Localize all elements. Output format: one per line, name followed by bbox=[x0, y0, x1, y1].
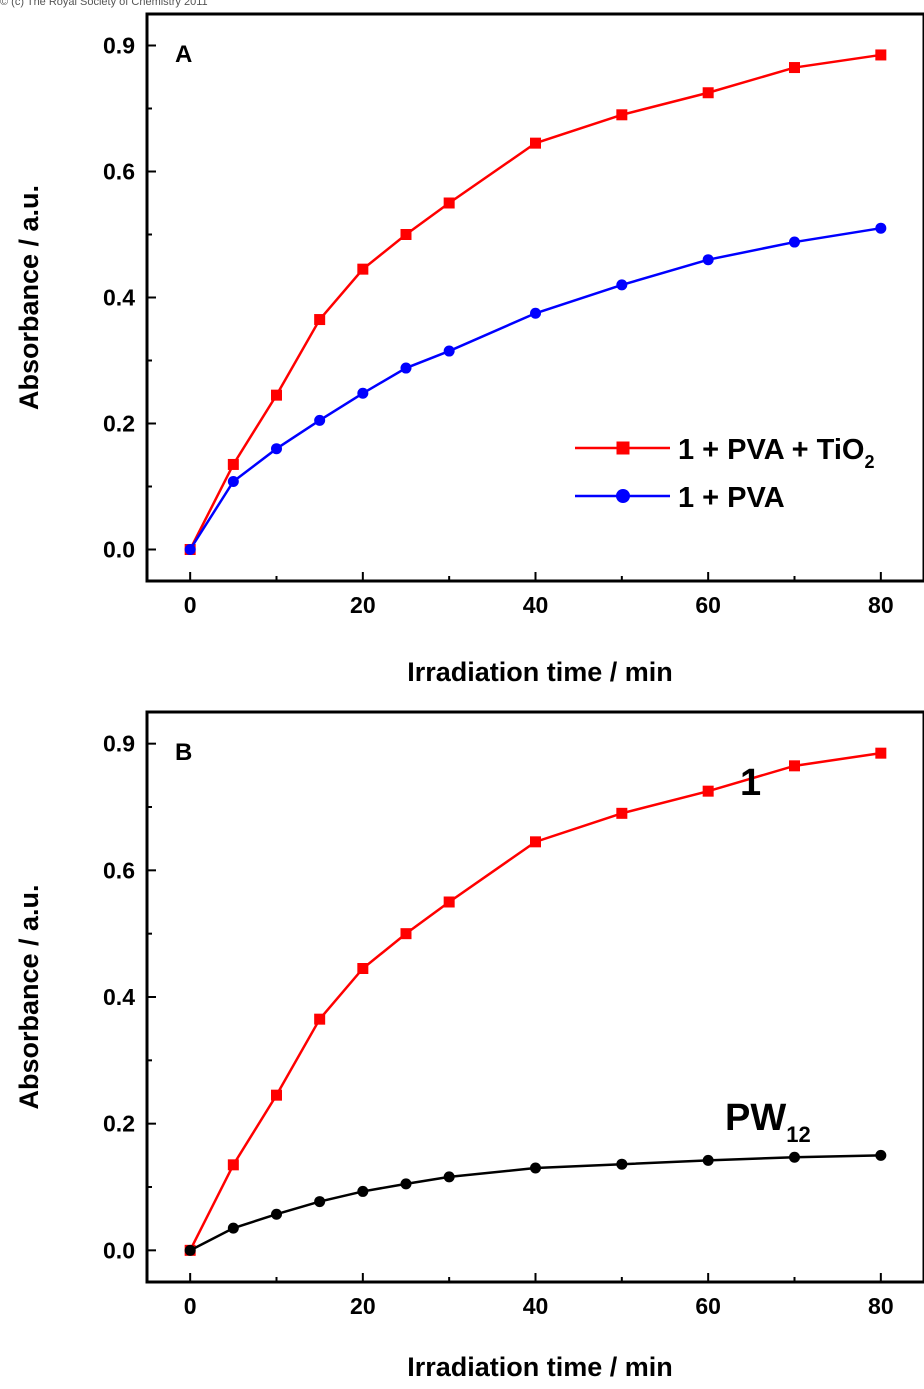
data-point bbox=[271, 443, 282, 455]
series-line-0 bbox=[189, 751, 882, 1251]
plot-frame bbox=[145, 710, 924, 1284]
data-point bbox=[227, 1222, 239, 1234]
data-point bbox=[443, 345, 455, 357]
legend-marker bbox=[616, 489, 630, 503]
x-tick-label: 40 bbox=[523, 592, 549, 618]
y-tick-label: 0.9 bbox=[103, 33, 135, 59]
panel-label: B bbox=[175, 739, 192, 766]
data-point bbox=[702, 87, 714, 99]
data-point bbox=[400, 362, 412, 374]
data-point bbox=[875, 747, 887, 759]
data-point bbox=[443, 1171, 455, 1183]
plot-frame bbox=[145, 12, 924, 583]
series-line-1 bbox=[189, 1154, 881, 1252]
legend-marker bbox=[616, 441, 630, 455]
series-line-1 bbox=[189, 226, 882, 551]
data-point bbox=[227, 475, 239, 487]
x-tick-label: 80 bbox=[868, 1293, 894, 1319]
data-point bbox=[443, 896, 455, 908]
copyright-header: © (c) The Royal Society of Chemistry 201… bbox=[0, 0, 208, 8]
data-point bbox=[227, 458, 239, 470]
x-axis-label: Irradiation time / min bbox=[407, 657, 673, 687]
data-point bbox=[789, 760, 800, 772]
legend-label: 1 + PVA bbox=[678, 482, 785, 514]
x-tick-label: 40 bbox=[523, 1293, 549, 1319]
data-point bbox=[357, 387, 369, 399]
data-point bbox=[400, 229, 412, 240]
y-axis-label: Absorbance / a.u. bbox=[14, 884, 44, 1109]
data-point bbox=[271, 1089, 282, 1101]
x-tick-label: 0 bbox=[184, 1293, 197, 1319]
data-point bbox=[314, 1196, 326, 1208]
data-point bbox=[530, 307, 541, 319]
y-tick-label: 0.6 bbox=[103, 857, 135, 883]
y-tick-label: 0.6 bbox=[103, 159, 135, 185]
data-point bbox=[875, 49, 887, 61]
data-point bbox=[400, 1178, 412, 1190]
x-tick-label: 60 bbox=[695, 592, 721, 618]
x-tick-label: 80 bbox=[868, 592, 894, 618]
y-tick-label: 0.2 bbox=[103, 1111, 135, 1137]
data-point bbox=[530, 137, 541, 149]
data-point bbox=[271, 389, 282, 401]
x-tick-label: 20 bbox=[350, 592, 376, 618]
y-tick-label: 0.4 bbox=[103, 984, 135, 1010]
data-point bbox=[702, 254, 714, 266]
series-label-subscript: 12 bbox=[786, 1122, 810, 1147]
data-point bbox=[357, 1185, 369, 1197]
y-tick-label: 0.2 bbox=[103, 411, 135, 437]
y-tick-label: 0.0 bbox=[103, 537, 135, 563]
series-label: 1 bbox=[740, 762, 761, 804]
data-point bbox=[616, 807, 628, 819]
data-point bbox=[314, 314, 326, 326]
data-point bbox=[702, 785, 714, 797]
data-point bbox=[314, 1013, 326, 1025]
data-point bbox=[227, 1159, 239, 1171]
y-tick-label: 0.0 bbox=[103, 1237, 135, 1263]
x-axis-label: Irradiation time / min bbox=[407, 1352, 673, 1382]
legend-label-subscript: 2 bbox=[864, 452, 874, 472]
data-point bbox=[271, 1208, 282, 1220]
data-point bbox=[184, 1244, 196, 1256]
data-point bbox=[184, 544, 196, 555]
x-tick-label: 0 bbox=[184, 592, 197, 618]
data-point bbox=[789, 1151, 800, 1163]
data-point bbox=[789, 236, 800, 248]
series-label: PW12 bbox=[725, 1097, 811, 1147]
data-point bbox=[400, 928, 412, 940]
data-point bbox=[530, 836, 541, 848]
data-point bbox=[314, 414, 326, 426]
data-point bbox=[616, 1158, 628, 1170]
data-point bbox=[357, 263, 369, 275]
y-tick-label: 0.4 bbox=[103, 285, 135, 311]
panel-label: A bbox=[175, 41, 192, 68]
data-point bbox=[357, 963, 369, 974]
series-line-0 bbox=[189, 53, 882, 551]
panel-b: 0 20 40 60 80 0.0 0.2 0.4 0.6 0.9 Irradiation time… bbox=[14, 710, 924, 1382]
data-point bbox=[530, 1162, 541, 1174]
data-point bbox=[875, 222, 887, 234]
data-point bbox=[789, 62, 800, 74]
legend-label: 1 + PVA + TiO2 bbox=[678, 434, 874, 472]
y-tick-label: 0.9 bbox=[103, 731, 135, 757]
x-tick-label: 60 bbox=[695, 1293, 721, 1319]
panel-a: 0 20 40 60 80 0.0 0.2 0.4 0.6 0.9 Irradiation time… bbox=[14, 12, 924, 687]
x-tick-label: 20 bbox=[350, 1293, 376, 1319]
data-point bbox=[702, 1154, 714, 1166]
data-point bbox=[875, 1149, 887, 1161]
y-axis-label: Absorbance / a.u. bbox=[14, 185, 44, 410]
data-point bbox=[616, 109, 628, 121]
data-point bbox=[443, 197, 455, 209]
data-point bbox=[616, 279, 628, 291]
